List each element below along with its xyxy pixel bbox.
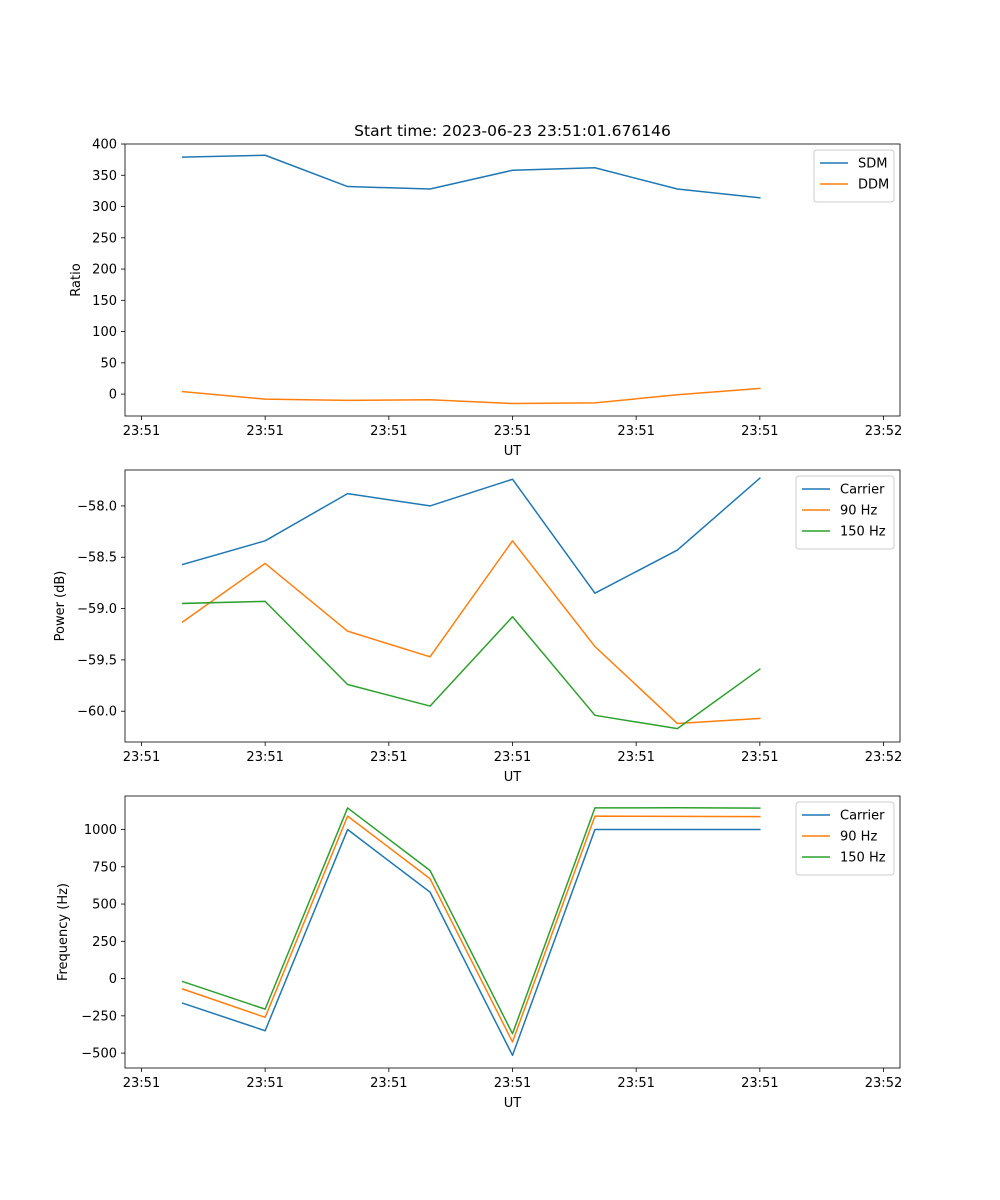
panel0-x-tick-label: 23:51 [123, 424, 160, 439]
panel2-series-carrier-line [181, 828, 761, 1057]
panel0-y-tick-label: 250 [92, 231, 117, 246]
panel2-x-tick-label: 23:51 [741, 1076, 778, 1091]
panel2-axes-frame [124, 795, 901, 1069]
panel0-y-tick-label: 350 [92, 169, 117, 184]
panel1-x-tick-label: 23:51 [246, 750, 283, 765]
panel1-y-tick-label: −59.5 [77, 653, 117, 668]
panel0-x-tick-label: 23:51 [494, 424, 531, 439]
panel1-y-tick-label: −58.5 [77, 551, 117, 566]
panel2-x-tick-label: 23:51 [494, 1076, 531, 1091]
panel1-series-90-hz-line [181, 540, 761, 725]
panel2-y-tick-label: 250 [92, 935, 117, 950]
panel0-legend-label: SDM [858, 157, 887, 172]
panel0-y-tick-label: 100 [92, 325, 117, 340]
panel2-series-150-hz-line [181, 807, 761, 1035]
panel2-x-axis-label: UT [504, 1096, 522, 1111]
panel2-y-tick-label: 0 [109, 972, 117, 987]
panel0-axes-frame [124, 143, 901, 417]
panel2-legend-label: 150 Hz [840, 851, 886, 866]
panel0-x-tick-label: 23:52 [865, 424, 902, 439]
panel0-y-tick-label: 300 [92, 200, 117, 215]
panel1-legend-label: Carrier [840, 483, 885, 498]
panel0-y-axis-label: Ratio [69, 263, 84, 296]
panel1-legend: Carrier 90 Hz 150 Hz [795, 475, 895, 550]
chart-title: Start time: 2023-06-23 23:51:01.676146 [354, 122, 671, 140]
panel2-x-tick-label: 23:51 [246, 1076, 283, 1091]
panel2-x-tick-label: 23:51 [123, 1076, 160, 1091]
panel0-x-tick-label: 23:51 [370, 424, 407, 439]
panel2-legend: Carrier 90 Hz 150 Hz [795, 801, 895, 876]
panel1-x-tick-label: 23:52 [865, 750, 902, 765]
panel0-x-axis-label: UT [504, 444, 522, 459]
panel1-y-tick-label: −60.0 [77, 705, 117, 720]
panel2-legend-label: 90 Hz [840, 830, 877, 845]
panel0-legend: SDM DDM [813, 149, 895, 203]
panel2-y-tick-label: −250 [81, 1009, 117, 1024]
panel2-series-90-hz-line [181, 815, 761, 1043]
panel0-y-tick-label: 200 [92, 263, 117, 278]
panel0-y-tick-label: 150 [92, 294, 117, 309]
panel0-y-tick-label: 50 [100, 356, 117, 371]
panel1-x-tick-label: 23:51 [741, 750, 778, 765]
panel0-y-tick-label: 0 [109, 388, 117, 403]
panel2-y-tick-label: 750 [92, 860, 117, 875]
panel1-y-axis-label: Power (dB) [53, 571, 68, 642]
panel1-axes-frame [124, 469, 901, 743]
panel0-y-tick-label: 400 [92, 138, 117, 153]
panel0-x-tick-label: 23:51 [246, 424, 283, 439]
panel1-x-tick-label: 23:51 [494, 750, 531, 765]
panel0-x-tick-label: 23:51 [617, 424, 654, 439]
panel0-x-tick-label: 23:51 [741, 424, 778, 439]
panel1-legend-label: 90 Hz [840, 504, 877, 519]
panel0-series-sdm-line [181, 154, 761, 199]
panel2-x-tick-label: 23:52 [865, 1076, 902, 1091]
panel1-x-tick-label: 23:51 [617, 750, 654, 765]
panel0-legend-label: DDM [858, 178, 889, 193]
panel1-x-tick-label: 23:51 [370, 750, 407, 765]
panel2-y-tick-label: −500 [81, 1047, 117, 1062]
panel2-y-axis-label: Frequency (Hz) [56, 883, 71, 981]
panel2-x-tick-label: 23:51 [370, 1076, 407, 1091]
panel2-x-tick-label: 23:51 [617, 1076, 654, 1091]
panel2-y-tick-label: 500 [92, 898, 117, 913]
panel2-y-tick-label: 1000 [84, 823, 117, 838]
panel1-x-axis-label: UT [504, 770, 522, 785]
panel2-legend-label: Carrier [840, 809, 885, 824]
panel1-x-tick-label: 23:51 [123, 750, 160, 765]
panel1-legend-label: 150 Hz [840, 525, 886, 540]
panel1-series-carrier-line [181, 477, 761, 594]
frequency-panel: 23:51 23:51 23:51 23:51 23:51 23:51 23:52 −500 −… [56, 795, 902, 1111]
panel1-y-tick-label: −58.0 [77, 499, 117, 514]
panel1-series-150-hz-line [181, 600, 761, 730]
panel1-y-tick-label: −59.0 [77, 602, 117, 617]
panel0-series-ddm-line [181, 387, 761, 405]
power-panel: 23:51 23:51 23:51 23:51 23:51 23:51 23:52 −60.0… [53, 469, 902, 785]
ratio-panel: 23:51 23:51 23:51 23:51 23:51 23:51 23:52 0 50 10… [69, 138, 902, 460]
